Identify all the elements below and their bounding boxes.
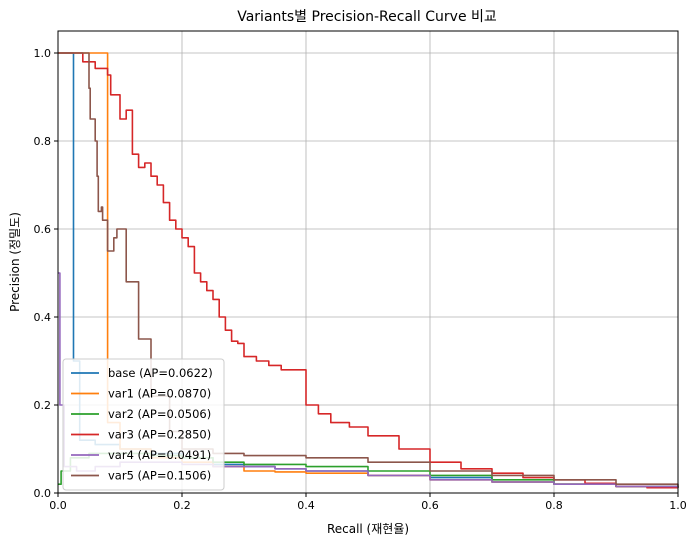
y-axis-label: Precision (정밀도) [8, 212, 22, 312]
y-tick-label: 0.4 [34, 311, 52, 324]
legend-label-3: var2 (AP=0.0506) [108, 407, 211, 421]
legend-label-6: var5 (AP=0.1506) [108, 469, 211, 483]
y-tick-label: 0.8 [34, 135, 52, 148]
tick-layer: 0.0 0.2 0.4 0.6 0.8 1.0 0.0 0.2 0.4 0.6 0.8 1.0 [34, 47, 687, 512]
legend: base (AP=0.0622) var1 (AP=0.0870) var2 (AP… [62, 358, 225, 491]
series-line-4 [58, 52, 678, 489]
x-tick-label: 0.0 [49, 499, 67, 512]
x-axis-label: Recall (재현율) [327, 522, 409, 536]
x-tick-label: 0.2 [173, 499, 191, 512]
legend-box [62, 358, 225, 491]
legend-label-2: var1 (AP=0.0870) [108, 387, 211, 401]
x-tick-label: 0.6 [421, 499, 439, 512]
x-tick-label: 1.0 [669, 499, 687, 512]
y-tick-label: 0.2 [34, 399, 52, 412]
y-tick-label: 0.0 [34, 487, 52, 500]
x-tick-label: 0.4 [297, 499, 315, 512]
x-tick-label: 0.8 [545, 499, 563, 512]
series-line-6 [58, 52, 679, 487]
legend-label-5: var4 (AP=0.0491) [108, 448, 211, 462]
plot-frame [57, 30, 679, 494]
chart-title: Variants별 Precision-Recall Curve 비교 [237, 9, 497, 25]
y-tick-label: 0.6 [34, 223, 52, 236]
y-tick-label: 1.0 [34, 47, 52, 60]
legend-label-1: base (AP=0.0622) [108, 366, 213, 380]
legend-label-4: var3 (AP=0.2850) [108, 428, 211, 442]
